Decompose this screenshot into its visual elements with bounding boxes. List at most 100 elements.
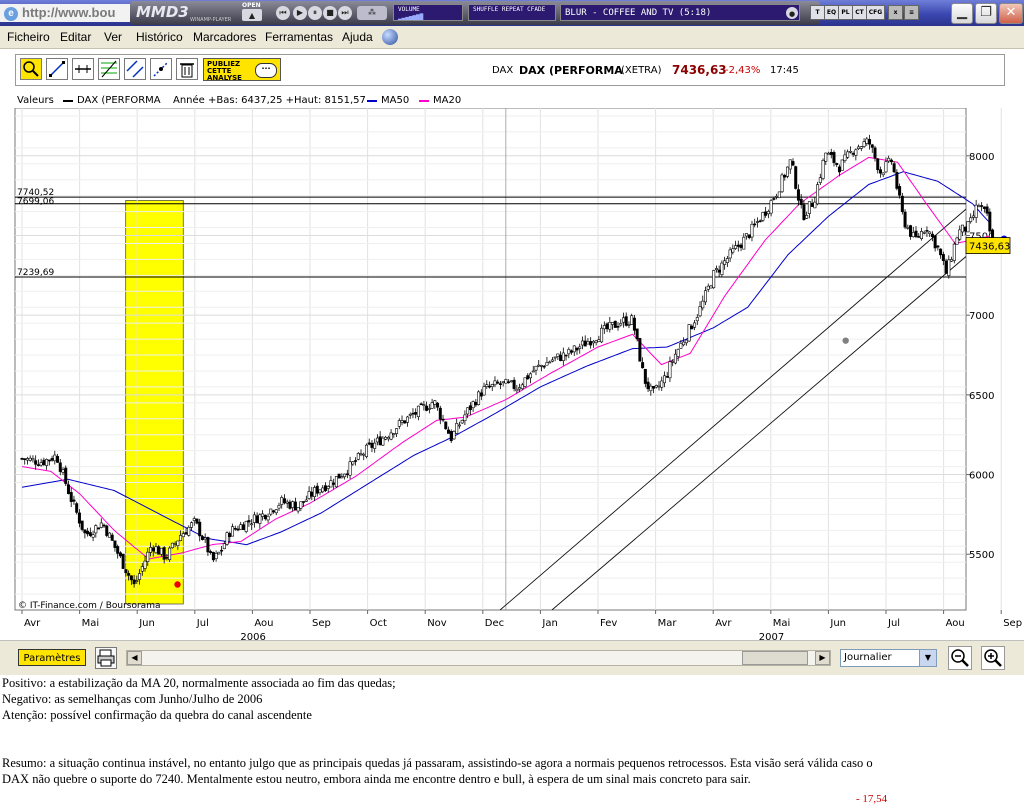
candle-body	[140, 566, 144, 572]
candle-body	[876, 158, 880, 171]
candle-body	[504, 379, 508, 384]
menu-historico[interactable]: Histórico	[136, 30, 183, 44]
candle-body	[706, 285, 710, 290]
zoom-select-tool[interactable]	[20, 58, 42, 80]
channel-tool[interactable]	[124, 58, 146, 80]
modes-display[interactable]: SHUFFLE REPEAT CFADE	[468, 4, 556, 21]
parallel-line-tool[interactable]	[150, 58, 172, 80]
candle-body	[77, 512, 81, 524]
maximize-button[interactable]: ❐	[975, 3, 997, 24]
player-toggle-eq[interactable]: EQ	[824, 5, 839, 20]
positive-note: Positivo: a estabilização da MA 20, norm…	[2, 676, 396, 690]
price-chart[interactable]: Avr Mai Jun Jul Aou Sep Oct Nov Dec Jan Fev Mar Avr M…	[0, 108, 1024, 640]
menu-ajuda[interactable]: Ajuda	[342, 30, 373, 44]
menu-editar[interactable]: Editar	[60, 30, 92, 44]
candle-body	[168, 547, 172, 561]
candle-body	[362, 453, 366, 456]
candle-body	[840, 159, 844, 171]
chart-legend: Valeurs DAX (PERFORMA Année +Bas: 6437,2…	[15, 93, 975, 109]
x-tick-label: Nov	[427, 618, 447, 629]
menu-ver[interactable]: Ver	[104, 30, 123, 44]
candle-body	[941, 254, 945, 261]
candle-body	[345, 473, 349, 476]
eject-button[interactable]: ▲	[242, 9, 262, 21]
candle-body	[293, 501, 297, 511]
chart-scrollbar[interactable]: ◀ ▶	[126, 650, 831, 666]
year-label: 2006	[240, 632, 265, 640]
candle-body	[709, 285, 713, 289]
trend-line-tool[interactable]	[46, 58, 68, 80]
candle-body	[851, 153, 855, 155]
chart-copyright: © IT-Finance.com / Boursorama	[18, 601, 160, 611]
candle-body	[974, 204, 978, 218]
candle-body	[526, 375, 530, 380]
print-button[interactable]	[95, 647, 117, 669]
horizontal-line-icon	[75, 65, 91, 73]
player-logo: MMD3	[136, 3, 189, 21]
y-tick-label: 7000	[969, 311, 994, 322]
player-toggle-t[interactable]: T	[810, 5, 825, 20]
publish-analysis-button[interactable]: PUBLIEZ CETTE ANALYSE ···	[203, 58, 281, 82]
candle-body	[244, 520, 248, 532]
candle-body	[23, 458, 27, 460]
menu-ficheiro[interactable]: Ficheiro	[7, 30, 50, 44]
scroll-thumb[interactable]	[742, 651, 808, 665]
horizontal-line-tool[interactable]	[72, 58, 94, 80]
candle-body	[682, 341, 686, 346]
candle-body	[529, 373, 533, 379]
pause-button[interactable]: ⏸	[308, 6, 322, 20]
period-select[interactable]: Journalier ▼	[840, 649, 937, 667]
minimize-button[interactable]: ▁	[951, 3, 973, 24]
stop-button[interactable]: ■	[323, 6, 337, 20]
candle-body	[162, 547, 166, 560]
candle-body	[233, 527, 237, 530]
player-toggle-pl[interactable]: PL	[838, 5, 853, 20]
candle-body	[102, 524, 106, 527]
candle-body	[326, 486, 330, 489]
candle-body	[616, 325, 620, 328]
footer-value: - 17,54	[856, 793, 888, 805]
candle-body	[559, 354, 563, 361]
candle-body	[600, 327, 604, 343]
modes-label: SHUFFLE REPEAT CFADE	[473, 6, 546, 13]
x-tick-label: Sep	[1003, 618, 1022, 629]
previous-button[interactable]: ⏮	[276, 6, 290, 20]
close-window-button[interactable]: ✕	[999, 3, 1023, 24]
candle-body	[654, 385, 658, 388]
player-toggle-ct[interactable]: CT	[852, 5, 867, 20]
menu-marcadores[interactable]: Marcadores	[193, 30, 257, 44]
zoom-out-button[interactable]	[948, 646, 972, 670]
candle-body	[313, 487, 317, 498]
candle-body	[613, 320, 617, 328]
candle-body	[501, 381, 505, 383]
menu-ferramentas[interactable]: Ferramentas	[265, 30, 334, 44]
candle-body	[621, 317, 625, 323]
candle-body	[572, 345, 576, 353]
parameters-button[interactable]: Paramètres	[18, 649, 86, 666]
candle-body	[468, 405, 472, 411]
volume-display[interactable]: VOLUME ▂▃▄▅▆▇█	[393, 4, 463, 21]
delete-tool[interactable]	[176, 58, 198, 80]
candle-body	[736, 244, 740, 247]
player-menu-icon[interactable]: ≡	[904, 5, 919, 20]
player-options-icon[interactable]: ●	[786, 7, 798, 19]
scroll-right-arrow-icon[interactable]: ▶	[815, 651, 830, 665]
zoom-in-button[interactable]	[981, 646, 1005, 670]
candle-body	[116, 546, 120, 554]
fibonacci-tool[interactable]	[98, 58, 120, 80]
candle-body	[143, 560, 147, 569]
candle-body	[769, 200, 773, 214]
player-close-icon[interactable]: x	[888, 5, 903, 20]
scroll-left-arrow-icon[interactable]: ◀	[127, 651, 142, 665]
volume-label: VOLUME	[398, 6, 420, 13]
next-button[interactable]: ⏭	[338, 6, 352, 20]
track-display: BLUR - COFFEE AND TV (5:18)	[560, 4, 800, 21]
player-toggle-cfg[interactable]: CFG	[866, 5, 885, 20]
browser-icon: e	[4, 6, 18, 21]
candle-body	[460, 420, 464, 424]
x-tick-label: Sep	[312, 618, 331, 629]
play-button[interactable]: ▶	[293, 6, 307, 20]
candle-body	[94, 525, 98, 534]
candle-body	[895, 172, 899, 189]
address-bar[interactable]: e http://www.bou	[0, 4, 130, 22]
